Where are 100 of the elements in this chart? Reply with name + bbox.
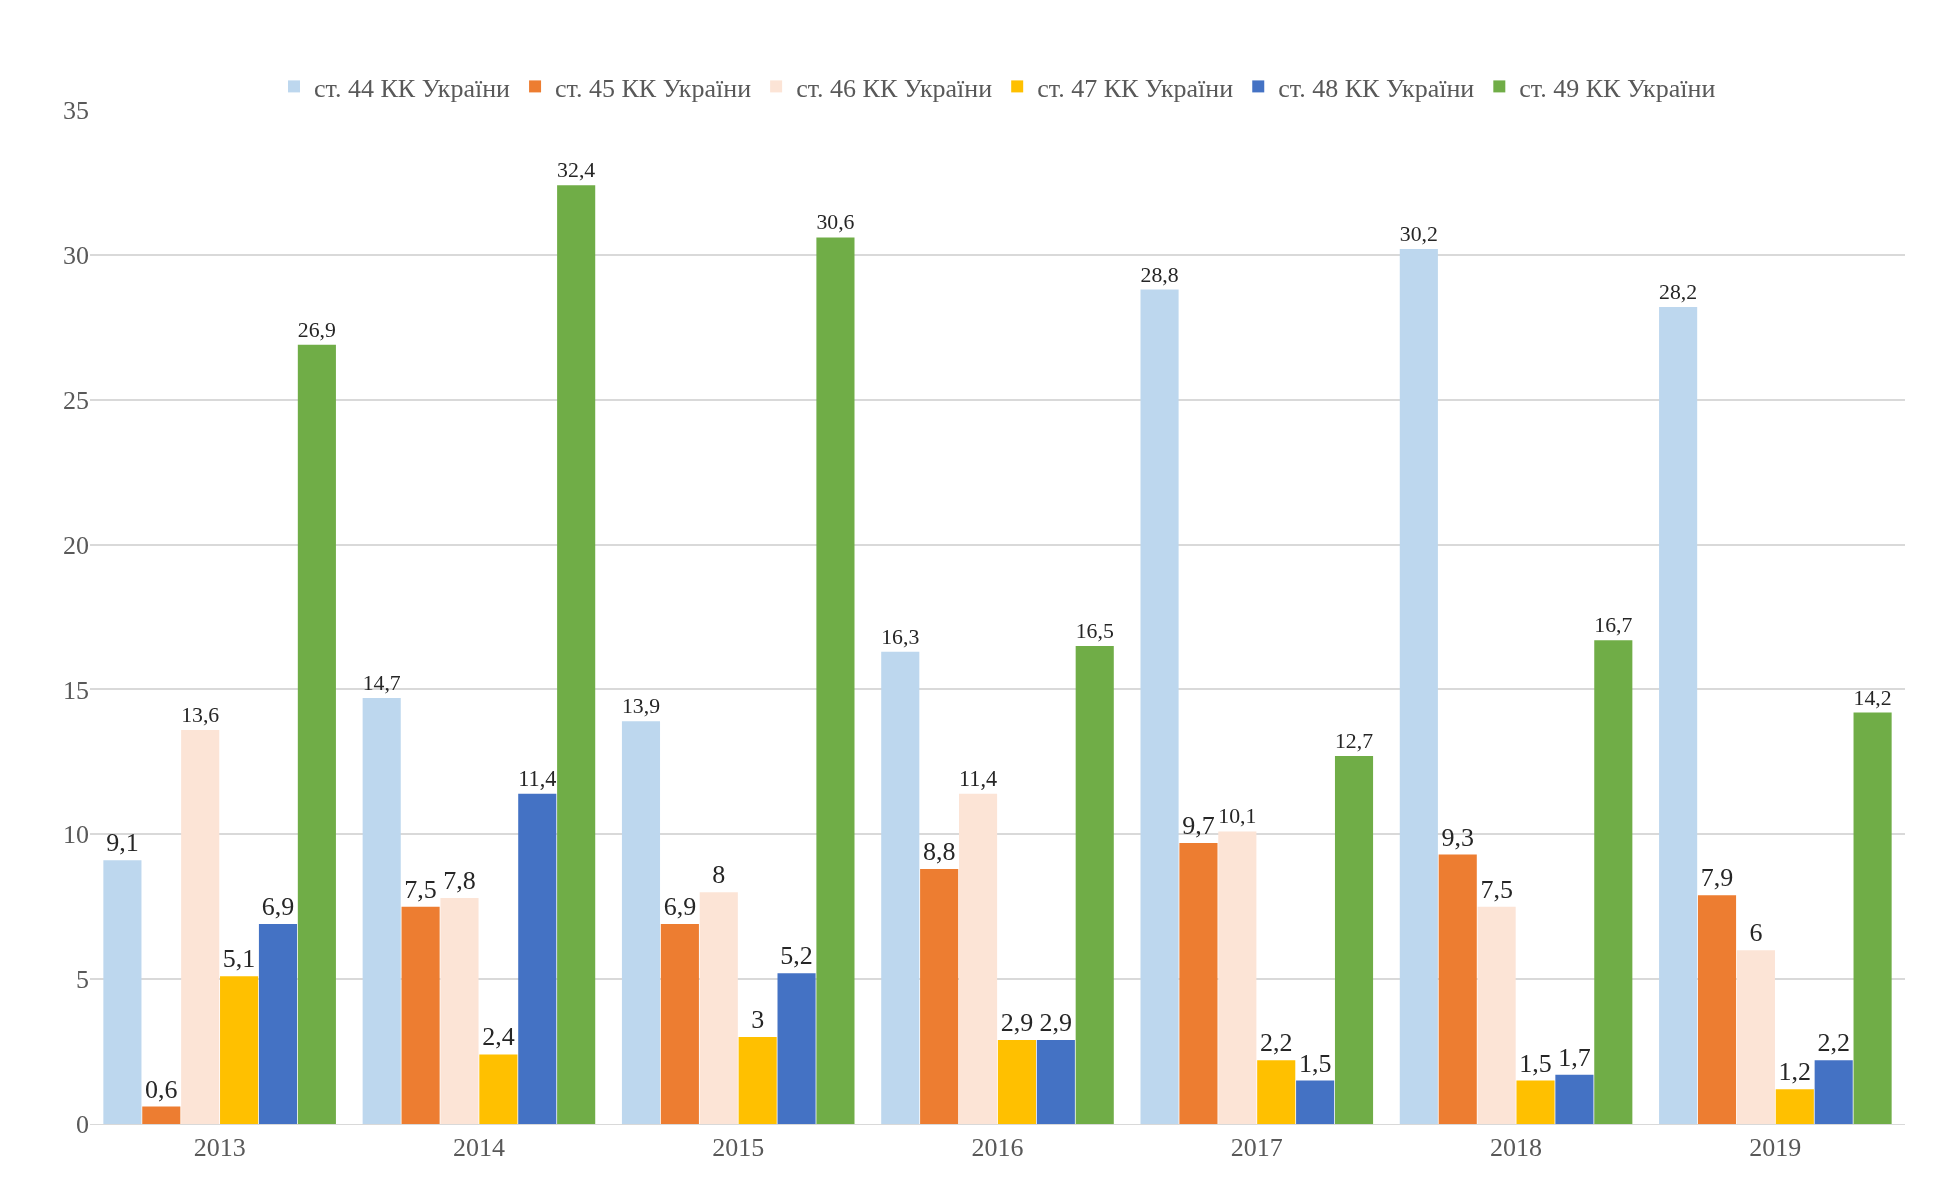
bar — [997, 1039, 1036, 1124]
bar — [920, 869, 959, 1124]
bar — [1516, 1080, 1555, 1124]
bar — [1036, 1039, 1075, 1124]
bar — [881, 651, 920, 1124]
data-label: 28,8 — [1140, 262, 1179, 287]
bar — [1659, 307, 1698, 1124]
bar — [699, 892, 738, 1124]
bar — [1218, 831, 1257, 1124]
legend-label: ст. 45 КК України — [555, 73, 752, 103]
data-label: 14,7 — [362, 671, 401, 696]
bar — [362, 698, 401, 1124]
data-label: 2,2 — [1817, 1028, 1850, 1058]
data-label: 12,7 — [1334, 729, 1374, 754]
bar — [959, 793, 998, 1124]
bar — [1296, 1080, 1335, 1124]
bar — [1814, 1060, 1853, 1124]
data-label: 13,9 — [621, 694, 661, 719]
data-label: 11,4 — [959, 765, 998, 791]
data-label: 7,8 — [443, 866, 476, 896]
bar — [1179, 842, 1218, 1124]
bar — [440, 898, 479, 1124]
data-label: 7,5 — [1480, 874, 1513, 904]
data-label: 2,9 — [1039, 1007, 1073, 1037]
bar — [1140, 289, 1179, 1124]
data-label: 16,7 — [1594, 613, 1633, 638]
legend-label: ст. 44 КК України — [314, 73, 511, 103]
bar — [1775, 1089, 1814, 1124]
data-label: 6,9 — [663, 892, 697, 922]
y-tick-label: 30 — [63, 240, 89, 270]
bar — [1594, 640, 1633, 1124]
y-tick-label: 25 — [63, 385, 89, 415]
y-tick-label: 0 — [76, 1110, 89, 1140]
bar — [401, 906, 440, 1124]
data-label: 6,9 — [261, 892, 295, 922]
data-label: 5,2 — [780, 941, 813, 971]
x-tick-label: 2018 — [1490, 1133, 1543, 1163]
bar — [297, 344, 336, 1124]
data-label: 7,9 — [1700, 863, 1734, 893]
bar — [1334, 756, 1374, 1124]
bar — [181, 729, 220, 1124]
bar — [777, 973, 816, 1124]
data-label: 16,5 — [1075, 618, 1114, 643]
data-label: 2,9 — [1000, 1007, 1034, 1037]
data-label: 32,4 — [557, 158, 596, 183]
bar — [1075, 645, 1114, 1124]
legend-label: ст. 49 КК України — [1519, 73, 1716, 103]
bar — [142, 1106, 181, 1124]
bar — [258, 924, 298, 1124]
bar — [1477, 906, 1516, 1124]
bar — [1438, 854, 1477, 1124]
y-tick-label: 35 — [63, 96, 89, 126]
data-label: 10,1 — [1218, 804, 1257, 829]
legend-label: ст. 46 КК України — [796, 73, 993, 103]
data-label: 1,5 — [1298, 1048, 1332, 1078]
bar — [103, 860, 142, 1124]
x-tick-label: 2019 — [1749, 1133, 1802, 1163]
data-label: 1,5 — [1519, 1048, 1552, 1078]
data-label: 2,4 — [482, 1022, 515, 1052]
data-label: 1,7 — [1558, 1042, 1591, 1072]
bar — [1555, 1074, 1594, 1124]
x-tick-label: 2015 — [712, 1133, 765, 1163]
bar — [518, 793, 557, 1124]
y-tick-label: 5 — [76, 965, 89, 995]
data-label: 0,6 — [145, 1074, 178, 1104]
data-label: 11,4 — [518, 765, 557, 791]
data-label: 9,1 — [106, 828, 139, 858]
x-tick-label: 2013 — [193, 1133, 246, 1163]
bar — [738, 1037, 777, 1124]
data-label: 26,9 — [297, 317, 336, 342]
data-label: 30,2 — [1399, 222, 1438, 247]
bar — [660, 924, 699, 1124]
bar — [557, 185, 596, 1124]
data-label: 16,3 — [881, 624, 920, 649]
y-tick-label: 15 — [63, 675, 89, 705]
data-label: 2,2 — [1259, 1028, 1293, 1058]
data-label: 14,2 — [1853, 685, 1892, 710]
data-label: 8 — [712, 860, 726, 890]
bar — [1399, 249, 1438, 1124]
legend-label: ст. 47 КК України — [1037, 73, 1234, 103]
bar — [1257, 1060, 1296, 1124]
bar — [816, 237, 855, 1124]
data-label: 1,2 — [1778, 1057, 1812, 1087]
x-tick-label: 2014 — [452, 1133, 505, 1163]
legend-label: ст. 48 КК України — [1278, 73, 1475, 103]
data-label: 5,1 — [222, 944, 256, 974]
data-label: 9,3 — [1441, 822, 1474, 852]
bar — [220, 976, 259, 1124]
x-tick-label: 2017 — [1230, 1133, 1283, 1163]
bar — [621, 721, 661, 1124]
data-label: 8,8 — [922, 837, 956, 867]
bar — [1853, 712, 1892, 1124]
data-label: 7,5 — [404, 874, 437, 904]
data-label: 6 — [1749, 918, 1763, 948]
x-tick-label: 2016 — [971, 1133, 1024, 1163]
data-label: 30,6 — [816, 210, 855, 235]
data-label: 28,2 — [1659, 279, 1698, 304]
bar — [1736, 950, 1775, 1124]
data-label: 9,7 — [1182, 810, 1215, 840]
bar — [479, 1054, 518, 1124]
